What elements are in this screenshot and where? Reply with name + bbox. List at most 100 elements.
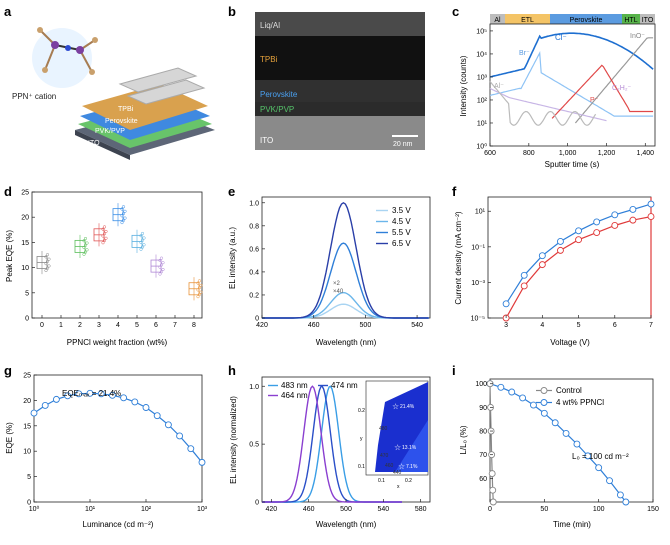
cie-xtick: 0.1 [378, 478, 385, 484]
f-ytick: 10¹ [475, 209, 486, 216]
g-ytick: 0 [27, 500, 31, 507]
i-ytick: 60 [479, 476, 487, 483]
data-point [121, 205, 126, 209]
data-point [520, 271, 528, 279]
data-point [158, 265, 162, 269]
data-point [196, 281, 200, 285]
data-point [82, 252, 86, 256]
panel-f: f 3 4 5 6 7 10⁻⁵ 10⁻³ 10⁻¹ 10¹ Voltage (V) Curre… [452, 184, 655, 347]
series-line-ino [574, 37, 654, 124]
data-point [488, 470, 496, 478]
data-point [101, 234, 105, 238]
band-label: HTL [624, 17, 637, 24]
band-perovskite [550, 14, 622, 24]
data-point [530, 401, 537, 409]
i-xtick: 100 [593, 506, 605, 513]
e-xtick: 500 [360, 322, 372, 329]
f-xtick: 7 [649, 322, 653, 329]
cie-ytick: 0.2 [358, 408, 365, 414]
panel-a-letter: a [4, 4, 12, 19]
panel-e-letter: e [228, 184, 235, 199]
band-label: ITO [642, 17, 654, 24]
series-label-cl: Cl⁻ [555, 33, 567, 42]
data-point [45, 266, 50, 270]
c-ytick: 10² [477, 97, 488, 104]
data-point [123, 216, 127, 220]
series-label-p: P⁻ [590, 97, 599, 104]
e-ytick: 1.0 [249, 200, 259, 207]
cie-inset: CIE 1931 480 470 460 440 ☆ 21.4% ☆ 13.1%… [358, 380, 429, 490]
data-point [64, 392, 72, 400]
data-point [153, 412, 161, 420]
cie-star: ☆ [394, 443, 401, 452]
g-xtick: 10³ [197, 506, 208, 513]
g-ytick: 10 [23, 449, 31, 456]
e-xtick: 460 [308, 322, 320, 329]
tem-label: PVK/PVP [260, 105, 294, 114]
panel-h: h 483 nm 474 nm 464 nm 420 460 500 540 580 0 0.5 1… [228, 363, 431, 529]
e-ytick: 0.6 [249, 246, 259, 253]
h-xtick: 460 [303, 506, 315, 513]
data-point [123, 209, 127, 213]
electrode-strip [126, 79, 206, 105]
data-point [44, 262, 48, 266]
series-line-br [489, 51, 654, 117]
panel-i-xlabel: Time (min) [553, 520, 591, 529]
cie-star: ☆ [398, 462, 405, 471]
data-point [104, 229, 108, 233]
panel-g-xlabel: Luminance (cd m⁻²) [83, 520, 154, 529]
legend-label: 464 nm [281, 391, 308, 400]
g-ytick: 5 [27, 474, 31, 481]
data-point [520, 282, 528, 290]
data-point [562, 429, 570, 437]
data-point [159, 256, 164, 260]
data-point [82, 246, 86, 250]
h-xtick: 540 [377, 506, 389, 513]
band-ito [640, 14, 655, 24]
data-point [102, 238, 107, 243]
d-ytick: 0 [25, 316, 29, 323]
data-point [606, 477, 613, 485]
g-ytick: 20 [23, 398, 31, 405]
d-ytick: 10 [21, 265, 29, 272]
panel-d-xlabel: PPNCl weight fraction (wt%) [67, 338, 168, 347]
data-point [622, 498, 630, 506]
cie-wl-440: 440 [393, 470, 402, 476]
cie-ytick: 0.1 [358, 464, 365, 470]
data-point [44, 268, 48, 273]
panel-b-letter: b [228, 4, 236, 19]
g-xtick: 10⁰ [29, 505, 40, 513]
data-point [187, 445, 195, 453]
d-xtick: 0 [40, 322, 44, 329]
legend-label: 4 wt% PPNCl [556, 398, 604, 407]
data-point [502, 300, 510, 308]
panel-f-ylabel: Current density (mA cm⁻²) [454, 211, 463, 304]
el-curve [262, 385, 402, 503]
f-xtick: 3 [504, 322, 508, 329]
cie-wl-460: 460 [385, 463, 394, 469]
data-point [556, 246, 564, 254]
band-label: Al [494, 17, 501, 24]
eqe-max-annotation: EQEₘₐₓ = 21.4% [62, 389, 121, 398]
data-point [75, 390, 83, 398]
e-ytick: 0.2 [249, 292, 259, 299]
cie-star-label: 7.1% [406, 464, 418, 470]
f-xtick: 6 [613, 322, 617, 329]
data-point [52, 395, 60, 403]
c-xtick: 1,400 [637, 150, 655, 157]
c-ytick: 10¹ [477, 120, 488, 127]
band-al [490, 14, 505, 24]
series-label-c2h2: C₂H₂⁻ [612, 85, 632, 92]
layer-label-ito: ITO [88, 140, 100, 147]
layer-label-tpbi: TPBi [118, 106, 134, 113]
f-xtick: 4 [540, 322, 544, 329]
data-point [647, 213, 655, 221]
data-point [104, 236, 108, 240]
data-point [519, 394, 527, 402]
panel-g-ylabel: EQE (%) [5, 422, 14, 454]
panel-f-xlabel: Voltage (V) [550, 338, 590, 347]
series-line [505, 203, 652, 305]
panel-c: c Al ETL Perovskite HTL ITO Br⁻ Cl⁻ InO⁻ Al⁻… [452, 4, 656, 169]
data-point [121, 218, 126, 222]
